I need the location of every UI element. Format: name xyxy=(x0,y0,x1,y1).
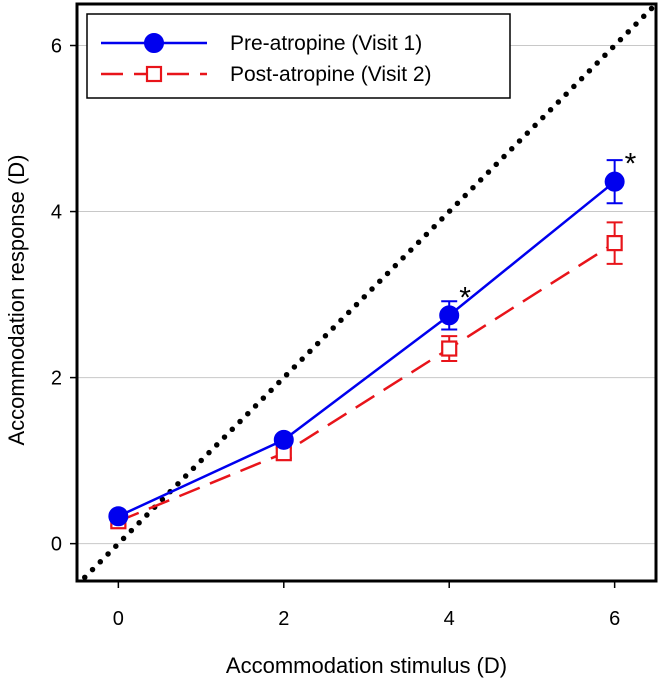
significance-marker-1: * xyxy=(625,148,637,181)
x-tick-label-0: 0 xyxy=(113,608,124,630)
point-pre-atropine-2 xyxy=(273,429,294,450)
gridlines xyxy=(77,45,656,545)
legend-label-post-atropine: Post-atropine (Visit 2) xyxy=(230,63,432,86)
plot-frame xyxy=(75,2,658,583)
axes: 0 2 4 6 0 2 4 6 xyxy=(51,36,620,630)
y-tick-label-2: 2 xyxy=(51,368,62,390)
y-axis-title: Accommodation response (D) xyxy=(4,154,29,445)
x-tick-label-2: 2 xyxy=(278,608,289,630)
series-pre-atropine xyxy=(108,159,625,527)
reference-line xyxy=(77,4,656,581)
series-layer: ** xyxy=(108,148,637,530)
series-line-post-atropine xyxy=(117,242,616,523)
legend: Pre-atropine (Visit 1) Post-atropine (Vis… xyxy=(86,13,511,99)
reference-line-layer xyxy=(77,4,656,581)
series-post-atropine xyxy=(110,221,623,530)
x-tick-label-6: 6 xyxy=(609,608,620,630)
legend-label-pre-atropine: Pre-atropine (Visit 1) xyxy=(230,32,422,55)
series-line-pre-atropine xyxy=(117,180,616,518)
legend-box xyxy=(86,13,511,99)
point-pre-atropine-0 xyxy=(108,506,129,527)
y-tick-label-6: 6 xyxy=(51,36,62,58)
x-tick-label-4: 4 xyxy=(444,608,455,630)
x-axis-title: Accommodation stimulus (D) xyxy=(226,653,507,678)
point-pre-atropine-6 xyxy=(604,171,625,192)
legend-marker-post-atropine xyxy=(145,65,163,83)
legend-marker-pre-atropine xyxy=(144,33,164,53)
point-post-atropine-4 xyxy=(441,340,458,357)
significance-marker-0: * xyxy=(459,281,471,314)
point-post-atropine-6 xyxy=(606,235,623,252)
point-pre-atropine-4 xyxy=(439,305,460,326)
y-tick-label-4: 4 xyxy=(51,202,62,224)
y-tick-label-0: 0 xyxy=(51,534,62,556)
